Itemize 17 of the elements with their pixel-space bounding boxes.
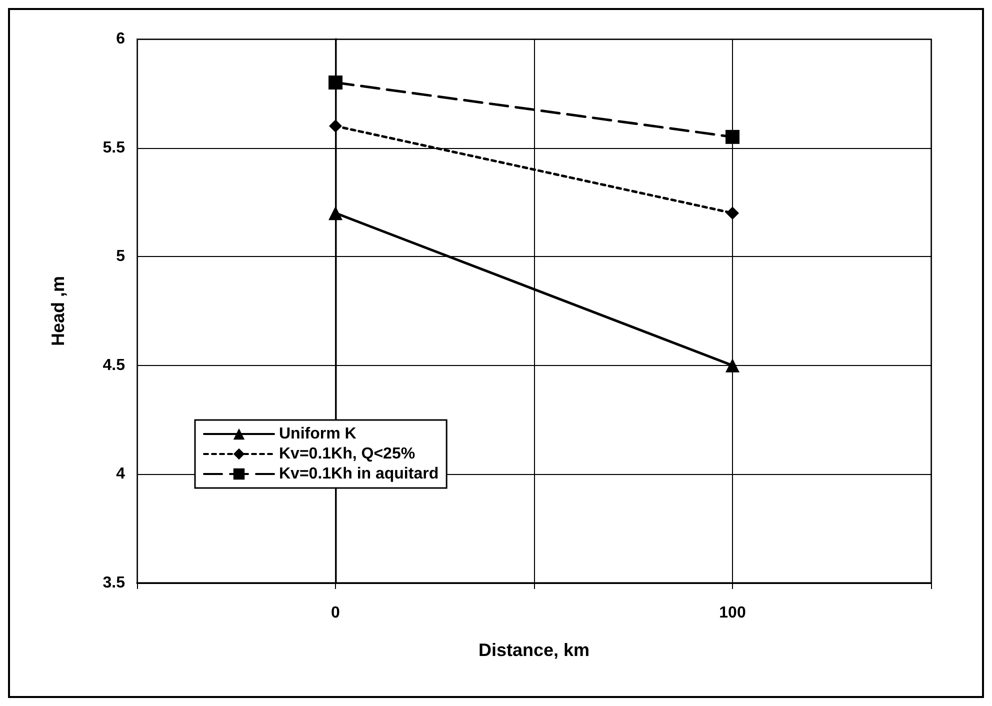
x-tick-label: 100 (719, 604, 746, 622)
point (726, 206, 739, 220)
x-axis-title: Distance, km (478, 640, 590, 660)
y-tick-label: 4 (116, 466, 126, 483)
y-tick-label: 4.5 (102, 356, 126, 374)
legend-label: Kv=0.1Kh in aquitard (279, 466, 439, 482)
point (328, 76, 342, 90)
y-tick-label: 3.5 (102, 574, 126, 592)
y-tick-label: 5 (116, 248, 126, 266)
y-axis-title: Head ,m (48, 276, 68, 346)
legend-label: Kv=0.1Kh, Q<25% (279, 446, 416, 462)
y-tick-label: 5.5 (102, 139, 126, 156)
y-tick-label: 6 (116, 30, 126, 48)
point (329, 120, 342, 133)
point (726, 130, 740, 144)
legend-label: Uniform K (279, 426, 357, 442)
x-tick-label: 0 (331, 604, 340, 622)
